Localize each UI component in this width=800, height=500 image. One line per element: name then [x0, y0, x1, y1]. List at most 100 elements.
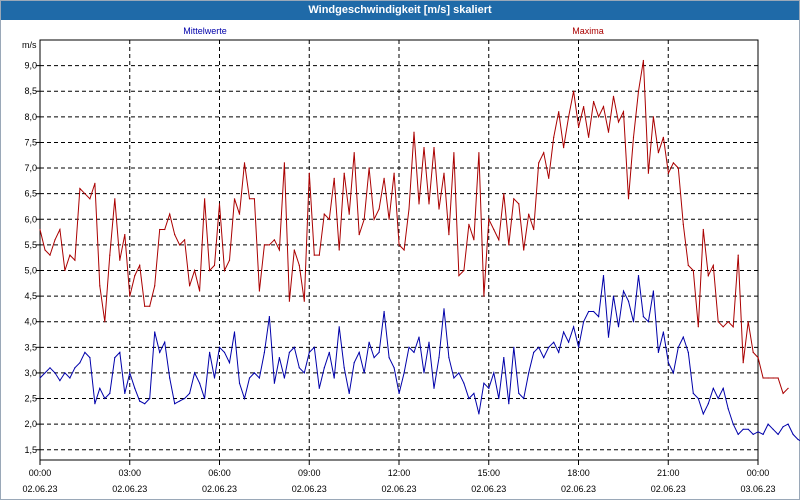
y-tick-label: 6,5 [24, 189, 37, 199]
x-tick-date-label: 02.06.23 [292, 484, 327, 494]
data-point-mittelwerte [523, 397, 525, 400]
data-point-mittelwerte [318, 387, 320, 389]
data-point-mittelwerte [792, 433, 794, 435]
data-point-mittelwerte [488, 387, 490, 389]
data-point-mittelwerte [129, 372, 131, 374]
data-point-maxima [602, 106, 605, 108]
data-point-mittelwerte [657, 351, 660, 353]
data-point-maxima [253, 198, 255, 200]
data-point-mittelwerte [717, 397, 719, 400]
data-point-maxima [682, 223, 684, 225]
data-point-maxima [583, 106, 585, 108]
data-point-maxima [488, 218, 490, 220]
data-point-maxima [139, 264, 141, 266]
data-point-maxima [742, 362, 744, 364]
data-point-mittelwerte [762, 433, 764, 435]
data-point-mittelwerte [348, 392, 350, 394]
data-point-maxima [612, 95, 615, 97]
data-point-maxima [767, 377, 769, 379]
data-point-mittelwerte [463, 382, 465, 384]
data-point-maxima [508, 244, 510, 246]
data-point-mittelwerte [64, 372, 66, 374]
data-point-maxima [89, 198, 91, 200]
data-point-mittelwerte [149, 397, 151, 400]
legend-entry-maxima: Maxima [572, 26, 604, 36]
data-point-mittelwerte [218, 346, 221, 348]
data-point-mittelwerte [583, 321, 585, 323]
data-point-maxima [607, 131, 610, 133]
data-point-mittelwerte [89, 357, 91, 359]
y-tick-label: 9,0 [24, 61, 37, 71]
data-point-maxima [593, 100, 595, 103]
data-point-mittelwerte [358, 351, 360, 353]
data-point-maxima [238, 213, 241, 215]
window-title: Windgeschwindigkeit [m/s] skaliert [1, 1, 799, 20]
data-point-mittelwerte [453, 377, 455, 379]
data-point-mittelwerte [588, 310, 590, 313]
data-point-maxima [518, 203, 520, 205]
data-point-mittelwerte [39, 377, 41, 379]
data-point-mittelwerte [293, 346, 295, 348]
data-point-maxima [119, 259, 121, 261]
data-point-maxima [373, 218, 375, 220]
data-point-maxima [268, 244, 270, 246]
data-point-maxima [378, 208, 380, 210]
data-point-maxima [353, 152, 355, 154]
data-point-maxima [503, 193, 505, 195]
data-point-maxima [433, 147, 435, 149]
data-point-mittelwerte [493, 372, 495, 374]
data-point-maxima [228, 259, 231, 261]
data-point-mittelwerte [69, 377, 71, 379]
data-point-mittelwerte [433, 387, 435, 389]
legend: Mittelwerte Maxima [183, 26, 604, 36]
data-point-mittelwerte [687, 351, 689, 353]
data-point-maxima [243, 162, 246, 164]
data-point-maxima [64, 269, 66, 272]
data-point-mittelwerte [642, 316, 645, 318]
data-point-mittelwerte [558, 351, 560, 353]
data-point-maxima [533, 228, 535, 231]
data-point-maxima [368, 167, 370, 169]
data-point-mittelwerte [124, 392, 126, 394]
data-point-mittelwerte [288, 351, 290, 353]
x-tick-date-label: 02.06.23 [381, 484, 416, 494]
data-point-mittelwerte [333, 377, 335, 379]
data-point-maxima [478, 152, 480, 154]
data-point-mittelwerte [702, 413, 704, 415]
data-point-maxima [573, 90, 575, 92]
data-point-maxima [318, 254, 320, 256]
data-point-mittelwerte [752, 433, 754, 435]
series-line-maxima [39, 60, 789, 395]
data-point-maxima [647, 172, 650, 174]
data-point-maxima [563, 147, 565, 149]
data-point-mittelwerte [503, 357, 505, 359]
data-point-mittelwerte [737, 433, 739, 435]
data-point-maxima [622, 111, 625, 113]
data-point-mittelwerte [787, 423, 789, 425]
x-tick-time-label: 18:00 [567, 468, 590, 478]
data-point-mittelwerte [273, 382, 275, 384]
data-point-mittelwerte [667, 362, 670, 364]
data-point-mittelwerte [423, 372, 425, 374]
data-point-mittelwerte [323, 367, 325, 369]
data-point-mittelwerte [672, 372, 675, 374]
x-tick-time-label: 09:00 [298, 468, 321, 478]
data-point-maxima [293, 249, 295, 251]
data-point-maxima [263, 244, 265, 246]
data-point-mittelwerte [189, 392, 191, 394]
x-tick-time-label: 15:00 [477, 468, 500, 478]
data-point-mittelwerte [722, 387, 724, 389]
data-point-maxima [209, 269, 211, 272]
data-point-maxima [737, 254, 739, 256]
data-point-mittelwerte [782, 426, 784, 428]
data-point-mittelwerte [184, 397, 186, 400]
x-tick-date-label: 03.06.23 [740, 484, 775, 494]
data-point-mittelwerte [533, 351, 535, 353]
data-point-maxima [483, 295, 485, 297]
data-point-mittelwerte [368, 341, 370, 343]
data-point-maxima [448, 234, 450, 236]
data-point-maxima [513, 198, 515, 200]
data-point-mittelwerte [622, 290, 625, 292]
data-point-maxima [677, 167, 679, 169]
data-point-mittelwerte [204, 397, 206, 400]
